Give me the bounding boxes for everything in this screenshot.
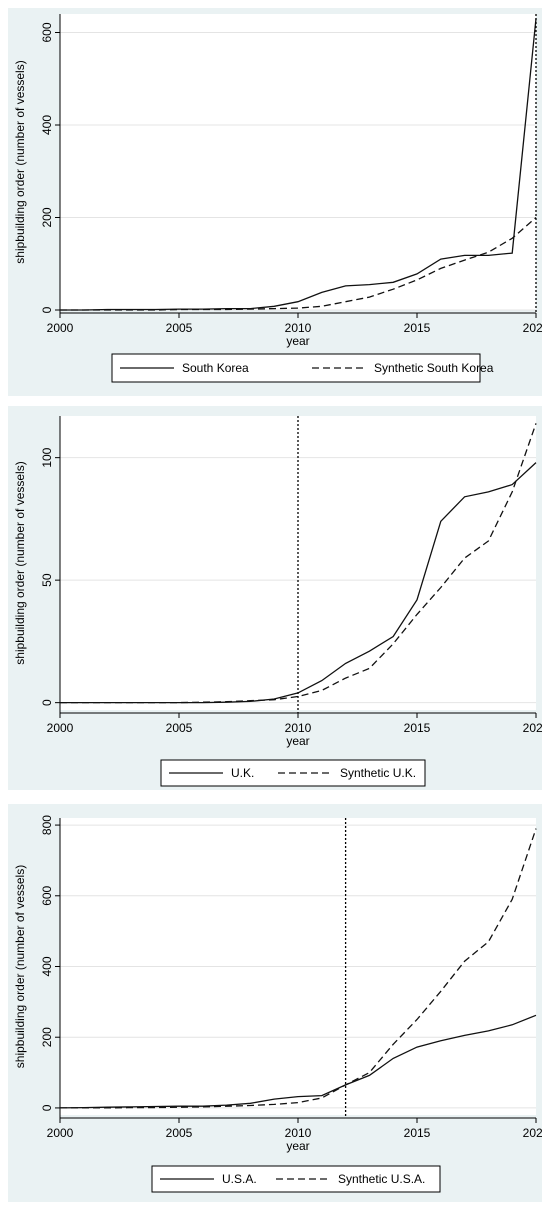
- x-tick-label: 2000: [47, 321, 74, 335]
- chart-usa: 0 200 400 600 800 2000 2005 2010 2015 2020 year shi…: [13, 815, 542, 1193]
- x-tick-label: 2005: [166, 721, 193, 735]
- x-tick-label: 2015: [404, 1126, 431, 1140]
- legend-label: Synthetic U.K.: [340, 766, 416, 780]
- x-tick-label: 2010: [285, 721, 312, 735]
- chart-uk: 0 50 100 2000 2005 2010 2015 2020 year shipbuildi…: [13, 416, 542, 787]
- chart-south-korea: 0 200 400 600 2000 2005 2010 2015 2020 year shipbu…: [13, 14, 542, 383]
- y-tick-label: 0: [40, 306, 54, 313]
- x-tick-label: 2010: [285, 321, 312, 335]
- y-tick-label: 400: [40, 115, 54, 135]
- x-tick-label: 2015: [404, 321, 431, 335]
- y-tick-label: 50: [40, 573, 54, 587]
- x-tick-label: 2000: [47, 1126, 74, 1140]
- x-tick-label: 2020: [523, 721, 542, 735]
- legend-label: U.K.: [231, 766, 254, 780]
- x-axis-label: year: [286, 334, 309, 348]
- y-axis-label: shipbuilding order (number of vessels): [13, 865, 27, 1068]
- series-line-synthetic-south-korea: [60, 217, 537, 311]
- chart-panel-usa: 0 200 400 600 800 2000 2005 2010 2015 2020 year shi…: [8, 804, 542, 1202]
- plot-area: [60, 14, 536, 310]
- x-tick-label: 2020: [523, 321, 542, 335]
- x-tick-label: 2010: [285, 1126, 312, 1140]
- y-tick-label: 200: [40, 1027, 54, 1047]
- legend-label: South Korea: [182, 361, 249, 375]
- y-tick-label: 800: [40, 815, 54, 835]
- chart-panel-south-korea: 0 200 400 600 2000 2005 2010 2015 2020 year shipbu…: [8, 8, 542, 396]
- chart-panel-uk: 0 50 100 2000 2005 2010 2015 2020 year shipbuildi…: [8, 406, 542, 790]
- y-axis-label: shipbuilding order (number of vessels): [13, 461, 27, 664]
- y-axis-label: shipbuilding order (number of vessels): [13, 60, 27, 263]
- series-line-synthetic-u-s-a-: [60, 828, 537, 1109]
- y-tick-label: 0: [40, 699, 54, 706]
- x-axis-label: year: [286, 1139, 309, 1153]
- series-line-synthetic-u-k-: [60, 423, 537, 704]
- y-tick-label: 100: [40, 447, 54, 467]
- y-tick-label: 600: [40, 885, 54, 905]
- x-tick-label: 2015: [404, 721, 431, 735]
- legend-label: Synthetic South Korea: [374, 361, 494, 375]
- series-line-u-s-a-: [59, 1014, 537, 1109]
- y-tick-label: 200: [40, 207, 54, 227]
- legend-label: Synthetic U.S.A.: [338, 1172, 425, 1186]
- legend-label: U.S.A.: [222, 1172, 257, 1186]
- x-tick-label: 2005: [166, 321, 193, 335]
- x-tick-label: 2000: [47, 721, 74, 735]
- y-tick-label: 600: [40, 22, 54, 42]
- x-tick-label: 2020: [523, 1126, 542, 1140]
- x-axis-label: year: [286, 734, 309, 748]
- y-tick-label: 400: [40, 956, 54, 976]
- y-tick-label: 0: [40, 1104, 54, 1111]
- x-tick-label: 2005: [166, 1126, 193, 1140]
